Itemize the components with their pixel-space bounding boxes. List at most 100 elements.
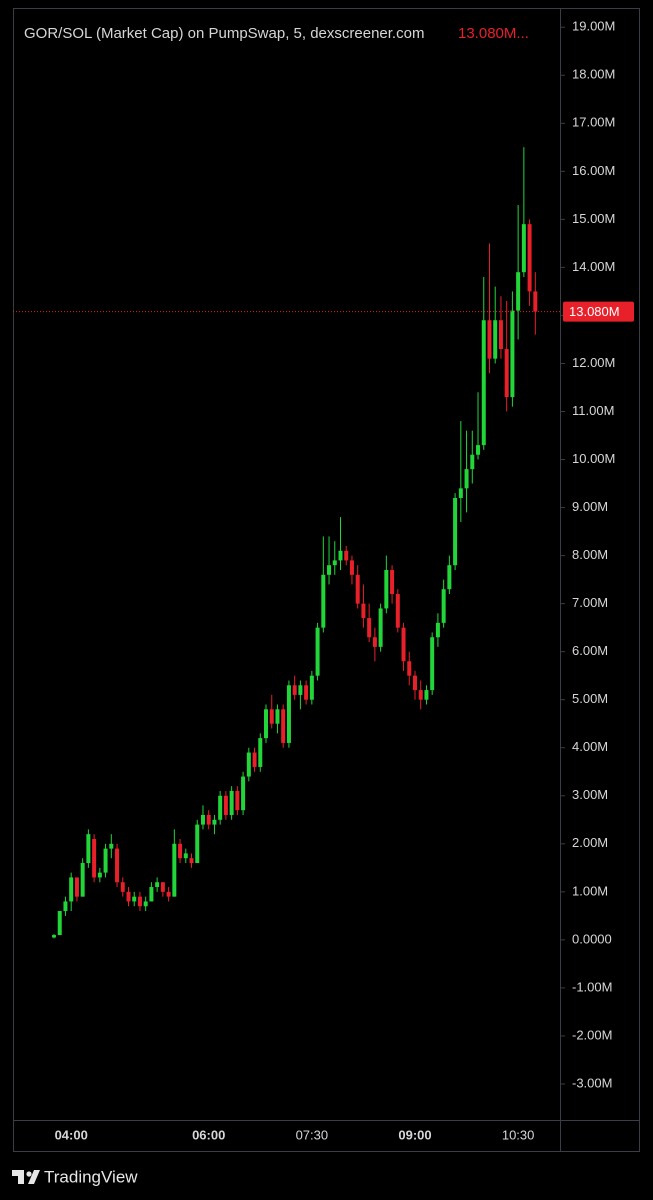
y-tick-label: -1.00M — [572, 979, 612, 994]
y-tick-label: 18.00M — [572, 67, 615, 82]
candle-body — [166, 891, 171, 897]
candle-body — [372, 637, 377, 647]
candle-body — [533, 291, 538, 312]
candle-body — [487, 320, 492, 359]
candle-body — [178, 843, 183, 859]
candle-body — [86, 834, 91, 864]
candle-body — [143, 901, 148, 907]
y-tick-label: -3.00M — [572, 1075, 612, 1090]
candle-body — [476, 445, 481, 455]
candle-body — [332, 560, 337, 566]
candle-body — [504, 349, 509, 398]
candle-body — [69, 877, 74, 902]
candle-body — [218, 795, 223, 820]
candle-body — [286, 685, 291, 743]
candle-body — [132, 896, 137, 902]
candle-body — [97, 872, 102, 878]
candle-body — [126, 891, 131, 902]
candle-body — [57, 911, 62, 936]
candle-body — [344, 550, 349, 561]
chart-frame — [13, 8, 640, 1152]
candle-body — [269, 709, 274, 724]
candle-body — [458, 488, 463, 498]
candle-body — [172, 843, 177, 897]
candle-body — [212, 819, 217, 825]
x-tick-label: 09:00 — [398, 1127, 431, 1142]
y-tick-label: 1.00M — [572, 883, 608, 898]
y-tick-label: 4.00M — [572, 739, 608, 754]
candle-body — [304, 685, 309, 700]
candle-body — [52, 935, 56, 938]
candle-body — [447, 565, 452, 590]
y-tick-label: 12.00M — [572, 355, 615, 370]
candle-body — [407, 661, 412, 676]
y-tick-label: 3.00M — [572, 787, 608, 802]
candle-body — [281, 709, 286, 743]
last-price-label: 13.080M — [569, 304, 620, 319]
last-price-box — [563, 301, 634, 322]
candle-body — [109, 843, 114, 849]
y-tick-label: 5.00M — [572, 691, 608, 706]
candle-body — [355, 574, 360, 604]
y-tick-label: 2.00M — [572, 835, 608, 850]
candle-body — [258, 738, 263, 767]
candle-body — [115, 848, 120, 883]
candle-body — [327, 565, 332, 575]
y-tick-label: 17.00M — [572, 115, 615, 130]
candle-body — [206, 814, 211, 825]
y-tick-label: 14.00M — [572, 259, 615, 274]
candle-body — [183, 853, 188, 859]
candle-body — [229, 790, 234, 815]
candle-body — [155, 882, 160, 888]
candle-body — [200, 814, 205, 825]
candle-body — [418, 690, 423, 700]
candle-body — [275, 709, 280, 724]
candle-body — [453, 497, 458, 566]
candle-body — [424, 690, 429, 700]
y-tick-label: 19.00M — [572, 19, 615, 34]
candle-body — [493, 320, 498, 359]
candle-body — [498, 320, 503, 350]
tradingview-logo — [12, 1170, 40, 1184]
candle-body — [510, 310, 515, 398]
candle-body — [92, 838, 97, 878]
candle-body — [103, 848, 108, 873]
candle-body — [527, 224, 532, 292]
candle-body — [395, 594, 400, 628]
y-tick-label: 15.00M — [572, 211, 615, 226]
y-tick-label: 7.00M — [572, 595, 608, 610]
candle-body — [315, 627, 320, 676]
candle-body — [241, 776, 246, 811]
candle-body — [338, 550, 343, 561]
candle-body — [470, 454, 475, 470]
y-tick-label: 11.00M — [572, 403, 614, 418]
candle-body — [516, 272, 521, 311]
candle-body — [309, 675, 314, 700]
brand: TradingView — [44, 1167, 138, 1186]
y-tick-label: 8.00M — [572, 547, 608, 562]
candle-body — [137, 896, 142, 907]
candle-body — [74, 877, 79, 897]
candle-body — [160, 882, 165, 892]
candle-body — [430, 637, 435, 691]
candle-body — [80, 863, 85, 897]
y-tick-label: 6.00M — [572, 643, 608, 658]
candle-body — [252, 752, 257, 767]
y-tick-label: -2.00M — [572, 1027, 612, 1042]
candle-body — [149, 887, 154, 902]
candle-body — [321, 574, 326, 628]
y-tick-label: 16.00M — [572, 163, 615, 178]
candle-body — [435, 622, 440, 638]
candle-body — [63, 901, 68, 912]
candle-body — [292, 685, 297, 695]
y-tick-label: 0.0000 — [572, 931, 612, 946]
x-tick-label: 04:00 — [55, 1127, 88, 1142]
title-value: 13.080M... — [458, 25, 529, 42]
x-tick-label: 10:30 — [502, 1127, 535, 1142]
candle-body — [195, 824, 200, 864]
candle-body — [298, 685, 303, 695]
candle-body — [401, 627, 406, 662]
candle-body — [235, 790, 240, 811]
